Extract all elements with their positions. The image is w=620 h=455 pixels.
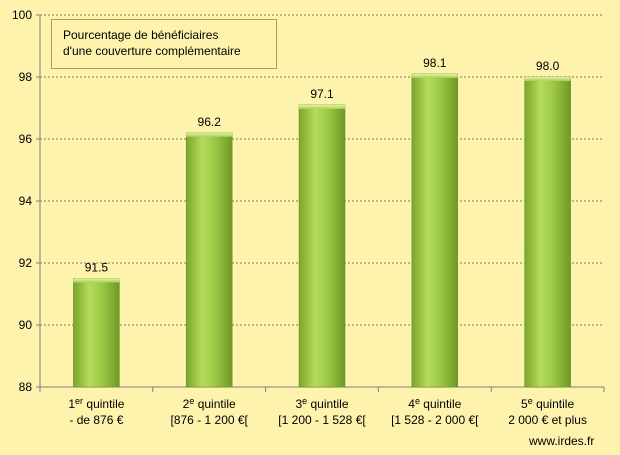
y-tick-label: 98 bbox=[19, 70, 33, 84]
data-label: 97.1 bbox=[310, 87, 334, 101]
chart-title-line-2: d'une couverture complémentaire bbox=[63, 44, 241, 58]
bar-top bbox=[411, 73, 458, 78]
bar-body bbox=[298, 104, 346, 388]
category-label-line-2: [1 200 - 1 528 €[ bbox=[278, 413, 366, 427]
chart-title-line-1: Pourcentage de bénéficiaires bbox=[63, 28, 219, 42]
y-tick-label: 88 bbox=[19, 380, 33, 394]
category-label-line-1: 3e quintile bbox=[295, 396, 348, 411]
category-labels: 1er quintile - de 876 € 2e quintile [876 - … bbox=[68, 396, 587, 427]
category-label-line-2: - de 876 € bbox=[69, 413, 123, 427]
bar-body bbox=[185, 132, 233, 388]
bars bbox=[73, 73, 571, 388]
category-label-line-1: 2e quintile bbox=[183, 396, 236, 411]
bar bbox=[411, 73, 459, 388]
category-label-line-1: 5e quintile bbox=[521, 396, 574, 411]
bar bbox=[524, 76, 571, 388]
data-label: 96.2 bbox=[198, 115, 222, 129]
data-labels: 91.5 96.2 97.1 98.1 98.0 bbox=[85, 56, 560, 275]
bar-top bbox=[299, 104, 345, 109]
y-tick-label: 96 bbox=[19, 132, 33, 146]
bar-body bbox=[73, 278, 120, 388]
bar-top bbox=[186, 132, 233, 137]
bar bbox=[73, 278, 120, 388]
category-label-line-2: [876 - 1 200 €[ bbox=[171, 413, 249, 427]
bar-body bbox=[411, 73, 459, 388]
chart-title-box: Pourcentage de bénéficiaires d'une couve… bbox=[51, 19, 277, 69]
gridlines bbox=[40, 14, 604, 326]
category-label-line-2: 2 000 € et plus bbox=[508, 413, 587, 427]
bar-top bbox=[73, 278, 120, 283]
bar-top bbox=[524, 77, 571, 81]
data-label: 91.5 bbox=[85, 261, 109, 275]
y-tick-label: 90 bbox=[19, 318, 33, 332]
category-label-line-1: 4e quintile bbox=[408, 396, 461, 411]
category-label-line-1: 1er quintile bbox=[68, 396, 124, 411]
bar bbox=[185, 132, 233, 388]
y-tick-label: 92 bbox=[19, 256, 33, 270]
source-credit: www.irdes.fr bbox=[529, 434, 595, 448]
y-tick-labels: 88 90 92 94 96 98 100 bbox=[12, 8, 32, 394]
y-tick-label: 94 bbox=[19, 194, 33, 208]
data-label: 98.0 bbox=[536, 59, 560, 73]
bar bbox=[298, 104, 346, 388]
y-tick-label: 100 bbox=[12, 8, 32, 22]
category-label-line-2: [1 528 - 2 000 €[ bbox=[391, 413, 479, 427]
bar-body bbox=[524, 76, 571, 388]
data-label: 98.1 bbox=[423, 56, 447, 70]
